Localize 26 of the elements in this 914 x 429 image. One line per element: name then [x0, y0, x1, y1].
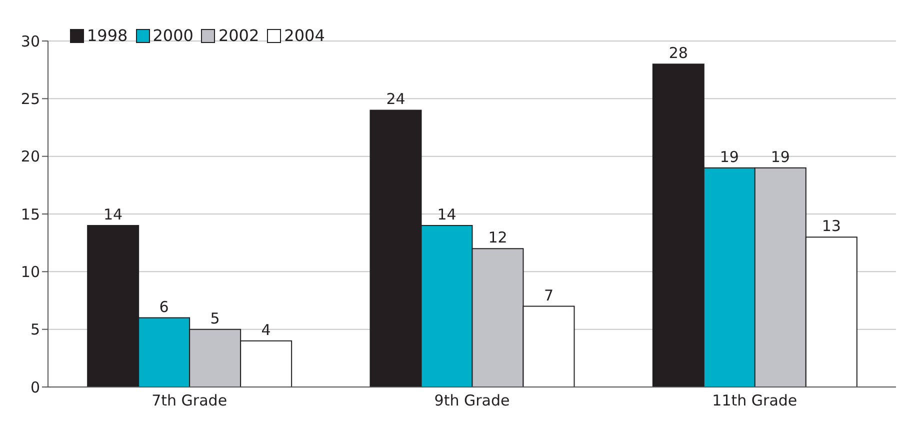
data-label: 7	[544, 286, 554, 304]
legend-label: 2002	[218, 26, 260, 45]
data-label: 5	[210, 309, 220, 328]
y-tick-label: 10	[20, 262, 40, 281]
y-tick-label: 15	[20, 205, 40, 224]
data-label: 14	[104, 206, 123, 224]
legend-label: 2004	[284, 26, 325, 45]
x-tick-label: 9th Grade	[434, 392, 510, 410]
y-tick-label: 5	[30, 320, 40, 339]
data-label: 12	[488, 228, 508, 247]
x-tick-label: 11th Grade	[712, 392, 798, 410]
y-tick-label: 20	[20, 148, 40, 166]
data-label: 19	[720, 148, 739, 166]
data-label: 4	[261, 320, 271, 339]
y-tick-label: 0	[30, 378, 40, 396]
x-tick-label: 7th Grade	[152, 392, 228, 410]
data-label: 19	[770, 148, 790, 166]
legend-label: 1998	[87, 26, 128, 45]
data-label: 13	[822, 217, 841, 236]
y-tick-label: 30	[20, 32, 40, 50]
legend-label: 2000	[152, 26, 194, 45]
data-label: 28	[668, 44, 688, 62]
y-tick-label: 25	[20, 90, 40, 108]
data-label: 14	[437, 206, 456, 224]
data-label: 6	[159, 298, 169, 316]
data-label: 24	[386, 90, 406, 108]
